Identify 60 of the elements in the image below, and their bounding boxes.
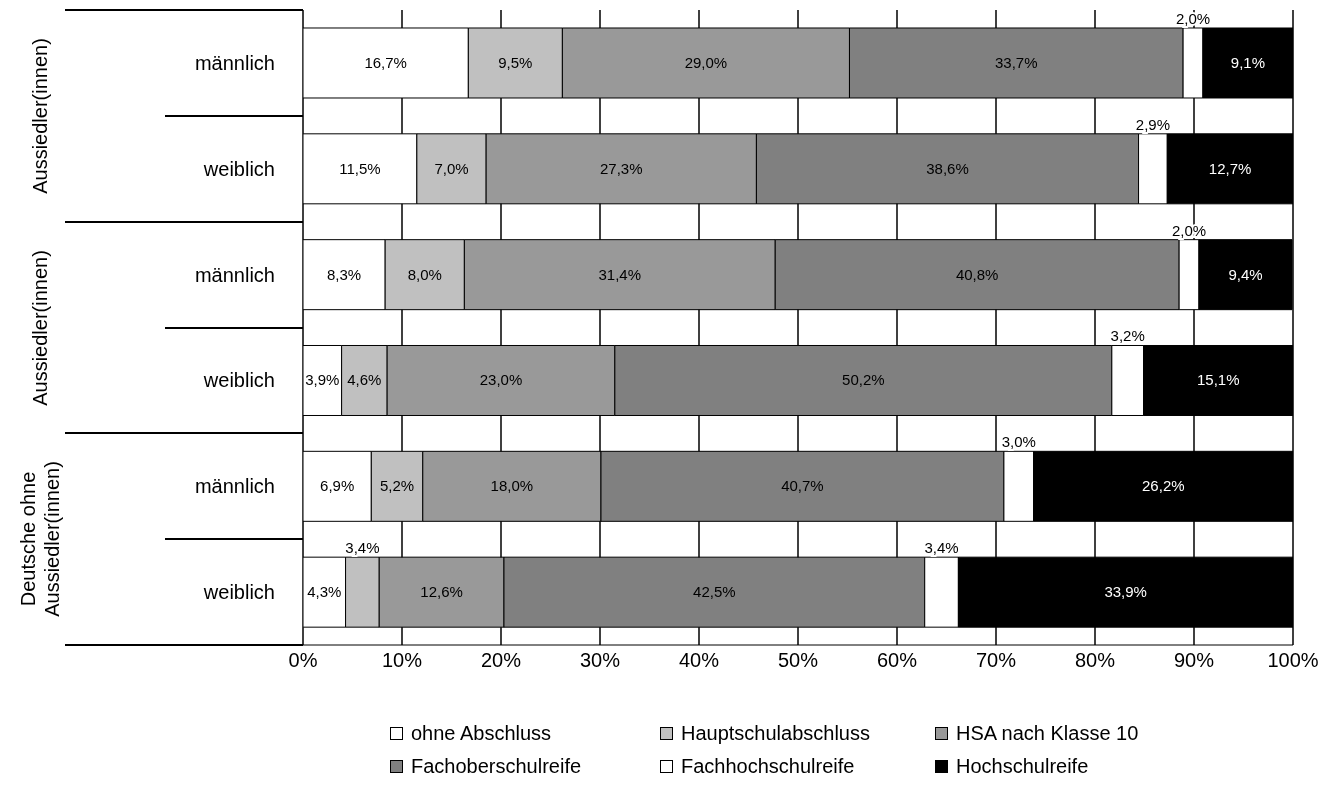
legend-label: Fachoberschulreife: [411, 755, 582, 778]
data-label: 9,4%: [1228, 265, 1263, 283]
data-label: 29,0%: [684, 53, 728, 71]
data-label: 9,5%: [498, 53, 533, 71]
data-label: 11,5%: [339, 159, 381, 177]
y-tick-label: männlich: [194, 475, 275, 498]
data-label: 4,6%: [347, 371, 382, 389]
data-label: 8,0%: [407, 265, 442, 283]
y-tick-label: männlich: [194, 263, 275, 286]
data-label: 6,9%: [320, 477, 355, 495]
data-label: 12,6%: [420, 583, 463, 601]
data-label: 18,0%: [490, 477, 534, 495]
text: Deutsche ohne Aussiedler(innen): [16, 460, 64, 619]
data-label: 5,2%: [379, 477, 415, 495]
x-tick-label: 50%: [777, 649, 819, 672]
data-label: 26,2%: [1142, 477, 1185, 495]
data-label: 23,0%: [479, 371, 523, 389]
legend-label: ohne Abschluss: [411, 722, 552, 745]
data-label: 40,8%: [955, 265, 999, 283]
x-tick-label: 40%: [678, 649, 720, 672]
data-label: 3,4%: [924, 539, 959, 557]
data-label: 3,9%: [305, 371, 340, 389]
data-label: 7,0%: [434, 159, 469, 177]
text: Aussiedler(innen): [28, 38, 52, 194]
data-label: 12,7%: [1208, 159, 1252, 177]
data-label: 38,6%: [926, 159, 969, 177]
data-label: 50,2%: [842, 371, 885, 389]
legend-label: Hauptschulabschluss: [681, 722, 870, 745]
x-tick-label: 0%: [288, 649, 318, 672]
data-label: 9,1%: [1230, 53, 1266, 71]
x-tick-label: 80%: [1074, 649, 1116, 672]
data-label: 40,7%: [781, 477, 824, 495]
x-tick-label: 60%: [876, 649, 918, 672]
data-label: 3,2%: [1110, 327, 1145, 345]
text: Aussiedler(innen): [28, 249, 52, 406]
data-label: 4,3%: [307, 583, 342, 601]
data-label: 15,1%: [1196, 371, 1240, 389]
data-label: 27,3%: [600, 159, 643, 177]
x-tick-label: 70%: [975, 649, 1017, 672]
data-label: 33,7%: [995, 53, 1038, 71]
y-tick-label: weiblich: [202, 581, 275, 604]
y-tick-label: weiblich: [202, 157, 275, 180]
legend-label: Hochschulreife: [956, 755, 1089, 778]
legend-label: HSA nach Klasse 10: [956, 722, 1139, 745]
data-label: 2,9%: [1135, 115, 1171, 133]
data-label: 3,4%: [345, 539, 380, 557]
legend-label: Fachhochschulreife: [681, 755, 855, 778]
x-tick-label: 20%: [480, 649, 522, 672]
y-tick-label: männlich: [194, 51, 275, 74]
data-label: 33,9%: [1104, 583, 1147, 601]
data-label: 8,3%: [326, 265, 362, 283]
y-tick-label: weiblich: [202, 369, 275, 392]
x-tick-label: 100%: [1267, 649, 1319, 672]
x-tick-label: 10%: [381, 649, 423, 672]
x-tick-label: 30%: [579, 649, 621, 672]
data-label: 3,0%: [1001, 433, 1036, 451]
data-label: 31,4%: [598, 265, 642, 283]
x-tick-label: 90%: [1173, 649, 1215, 672]
data-label: 16,7%: [364, 53, 407, 71]
data-label: 42,5%: [693, 583, 736, 601]
